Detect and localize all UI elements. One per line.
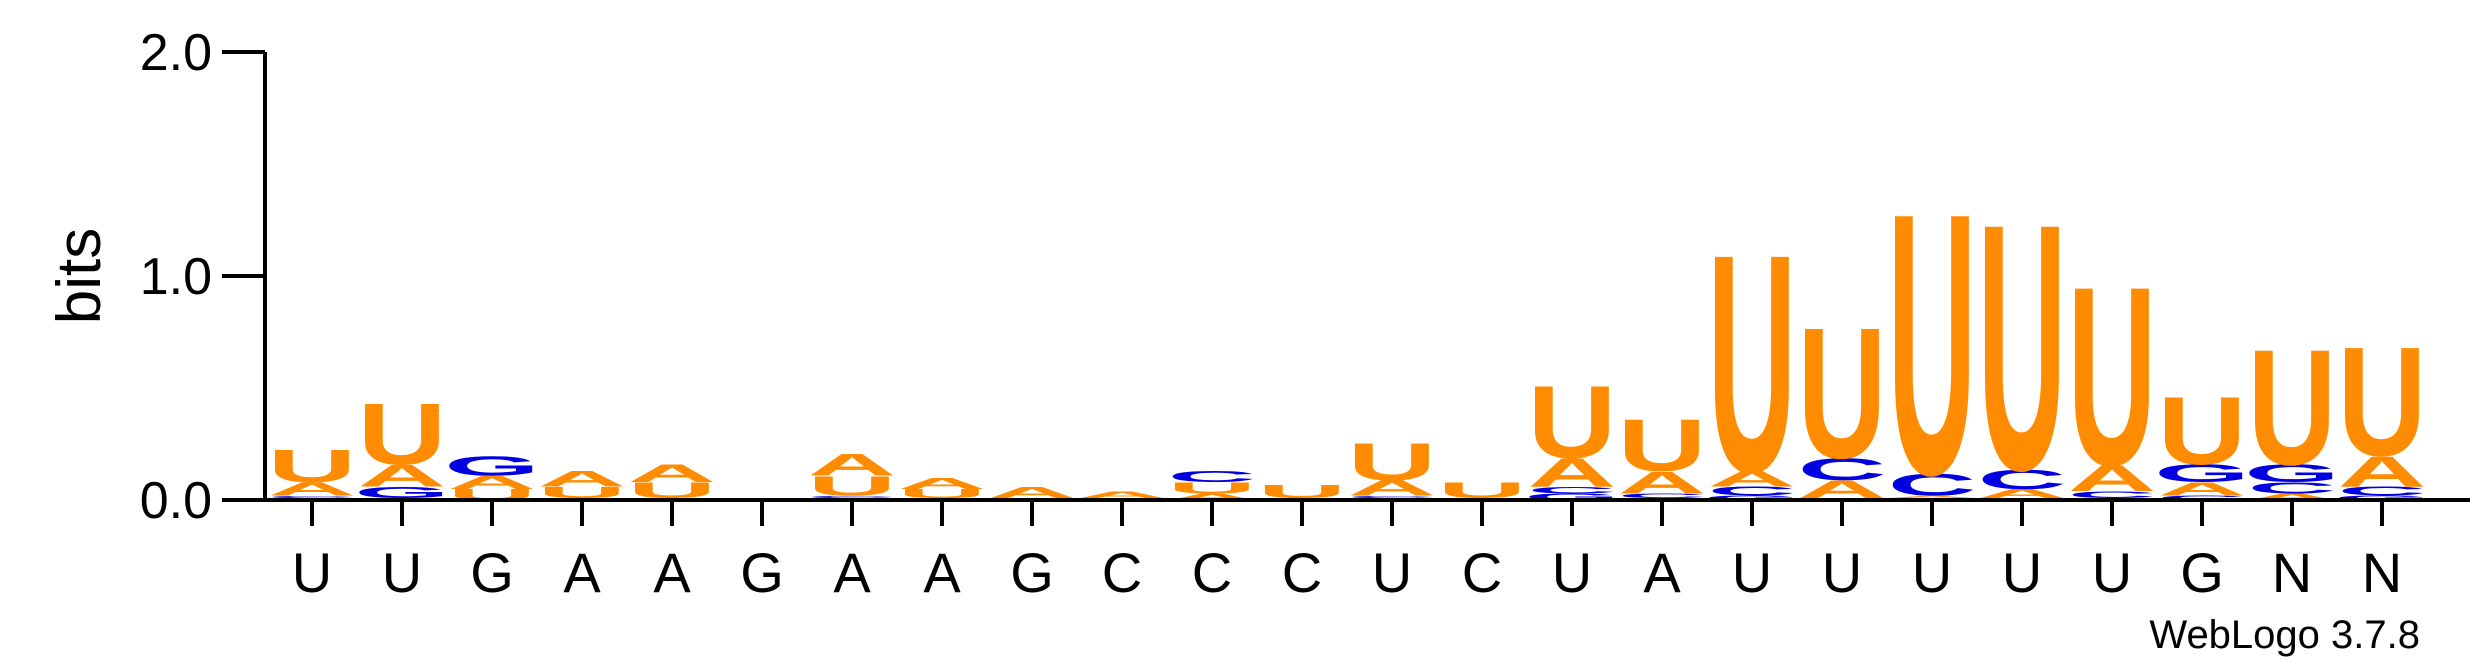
x-tick-label: U: [292, 541, 332, 604]
logo-letter-u: U: [358, 386, 447, 483]
logo-letter-g: G: [354, 484, 450, 501]
logo-letter-c: C: [2068, 489, 2157, 499]
logo-letter-a: A: [988, 484, 1077, 501]
logo-letter-u: U: [2158, 378, 2247, 485]
logo-letter-u: U: [2248, 314, 2337, 499]
logo-letter-u: U: [1798, 290, 1887, 498]
logo-letter-a: A: [1618, 465, 1707, 500]
x-tick-label: U: [1732, 541, 1772, 604]
logo-letter-a: A: [1708, 467, 1797, 491]
logo-letter-u: U: [1348, 432, 1437, 491]
logo-letter-a: A: [268, 479, 357, 500]
logo-letter-a: A: [1168, 492, 1257, 502]
weblogo-credit: WebLogo 3.7.8: [2149, 613, 2420, 657]
x-tick-label: U: [2002, 541, 2042, 604]
logo-letter-a: A: [1528, 450, 1617, 495]
logo-letter-g: G: [444, 450, 540, 481]
logo-letter-c: C: [808, 495, 897, 498]
y-tick-label: 0.0: [140, 472, 212, 530]
x-tick-label: N: [2272, 541, 2312, 604]
logo-letter-a: A: [1978, 487, 2067, 501]
x-tick-label: U: [1822, 541, 1862, 604]
letter-stacks: GCAUCGAUUAGGUAGUAGGCUAGUAUAUAAUCAUGCAUAU…: [264, 135, 2430, 553]
x-tick-label: A: [563, 541, 601, 604]
logo-letter-a: A: [1348, 476, 1437, 500]
logo-letter-u: U: [2068, 235, 2157, 519]
x-tick-label: U: [1372, 541, 1412, 604]
x-tick-label: G: [740, 541, 784, 604]
logo-letter-c: C: [2248, 479, 2337, 496]
logo-letter-c: C: [1978, 463, 2067, 494]
logo-letter-c: C: [1708, 484, 1797, 498]
logo-letter-c: C: [2338, 484, 2427, 498]
logo-letter-c: C: [1798, 452, 1887, 487]
logo-letter-u: U: [1168, 479, 1257, 496]
logo-letter-a: A: [898, 475, 987, 492]
x-tick-label: C: [1102, 541, 1142, 604]
x-tick-label: G: [470, 541, 514, 604]
logo-letter-a: A: [448, 472, 537, 493]
x-tick-label: U: [1552, 541, 1592, 604]
x-tick-label: G: [1010, 541, 1054, 604]
logo-letter-a: A: [358, 458, 447, 493]
logo-letter-g: G: [1524, 492, 1620, 502]
x-tick-label: A: [653, 541, 691, 604]
y-tick-label: 2.0: [140, 24, 212, 82]
logo-letter-u: U: [1708, 191, 1797, 538]
logo-letter-c: C: [1528, 485, 1617, 495]
logo-letter-a: A: [2338, 447, 2427, 496]
y-tick-label: 1.0: [140, 248, 212, 306]
x-tick-label: A: [923, 541, 961, 604]
logo-letter-u: U: [2338, 314, 2427, 488]
x-tick-label: U: [382, 541, 422, 604]
logo-letter-u: U: [268, 440, 357, 492]
logo-letter-c: C: [1618, 492, 1707, 499]
logo-letter-g: G: [1704, 494, 1800, 501]
x-tick-label: C: [1282, 541, 1322, 604]
logo-letter-c: C: [2158, 494, 2247, 501]
logo-letter-u: U: [1978, 151, 2067, 544]
y-axis-label: bits: [45, 228, 114, 324]
x-tick-label: G: [2180, 541, 2224, 604]
logo-letter-a: A: [628, 460, 717, 488]
x-tick-label: U: [1912, 541, 1952, 604]
logo-letter-g: G: [2154, 460, 2250, 488]
logo-letter-u: U: [1888, 135, 1977, 553]
logo-letter-c: C: [1348, 495, 1437, 498]
logo-letter-g: G: [2334, 494, 2430, 501]
logo-letter-a: A: [538, 467, 627, 491]
logo-letter-a: A: [1888, 495, 1977, 498]
logo-letter-u: U: [898, 487, 987, 501]
x-tick-label: C: [1462, 541, 1502, 604]
logo-letter-a: A: [808, 447, 897, 482]
logo-letter-c: C: [268, 495, 357, 498]
y-ticks: 0.0 1.0 2.0: [140, 24, 265, 530]
x-tick-label: U: [2092, 541, 2132, 604]
logo-letter-a: A: [2068, 458, 2157, 500]
x-tick-label: C: [1192, 541, 1232, 604]
logo-letter-c: C: [1168, 468, 1257, 485]
x-tick-label: A: [833, 541, 871, 604]
logo-letter-u: U: [1258, 481, 1347, 502]
logo-letter-a: A: [1078, 489, 1167, 499]
logo-letter-a: A: [2248, 492, 2337, 502]
logo-letter-u: U: [1618, 403, 1707, 487]
logo-letter-a: A: [2158, 479, 2247, 500]
logo-letter-g: G: [2244, 460, 2340, 488]
logo-letter-u: U: [808, 470, 897, 501]
x-tick-label: A: [1643, 541, 1681, 604]
x-tick-label: N: [2362, 541, 2402, 604]
logo-letter-u: U: [1528, 365, 1617, 479]
logo-letter-u: U: [538, 484, 627, 501]
logo-letter-c: C: [1888, 467, 1977, 502]
